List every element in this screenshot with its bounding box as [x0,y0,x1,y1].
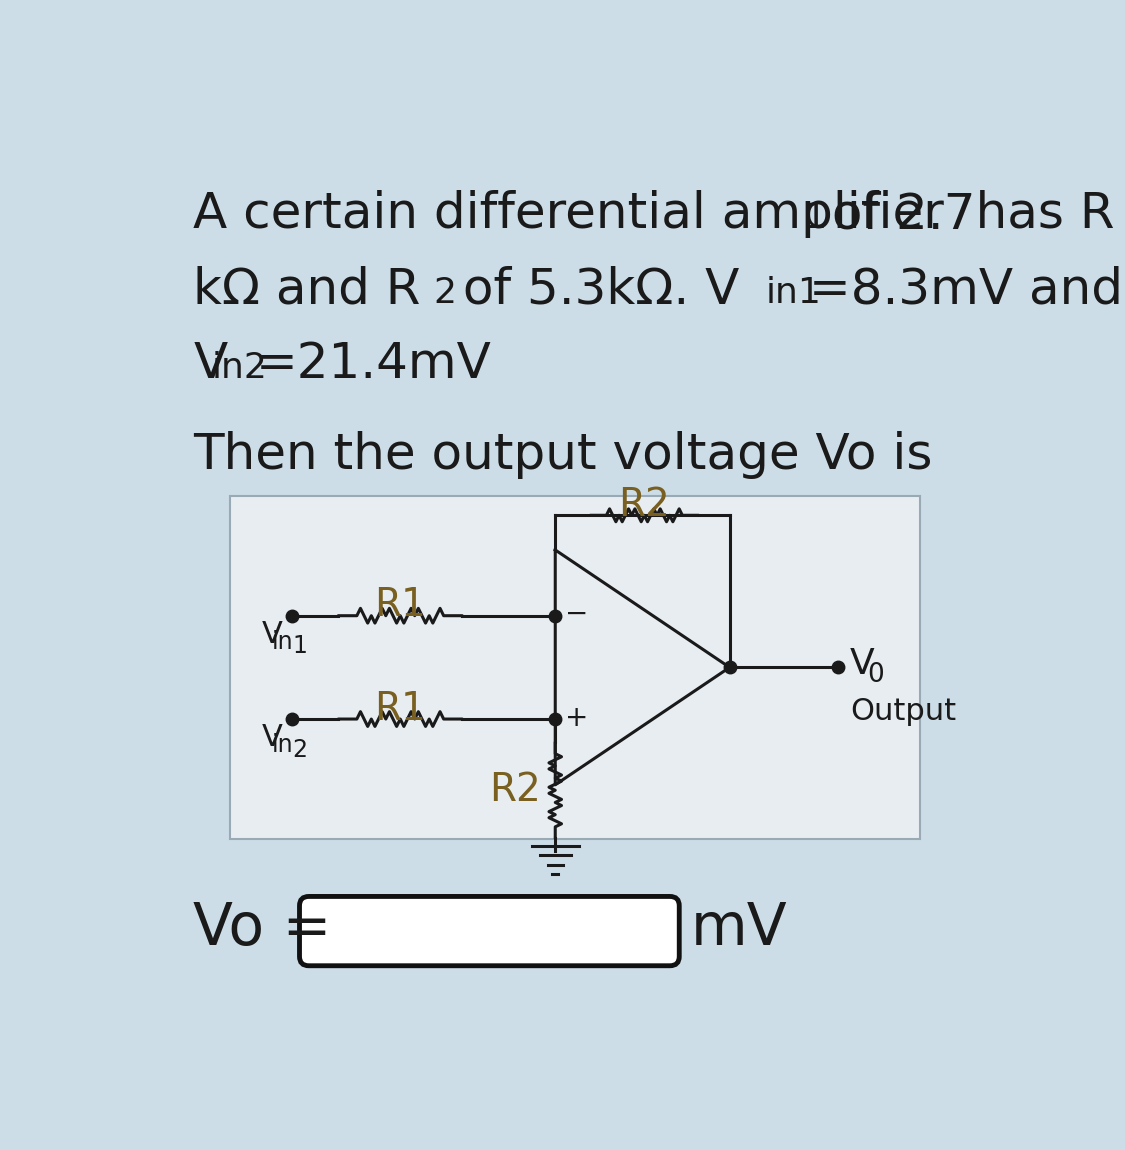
Text: in: in [271,629,294,653]
Text: V: V [849,646,874,681]
Text: Then the output voltage Vo is: Then the output voltage Vo is [193,430,933,478]
Text: 2: 2 [292,737,307,761]
Text: =8.3mV and: =8.3mV and [809,264,1123,313]
Text: +: + [565,704,588,731]
FancyBboxPatch shape [299,897,680,966]
Text: in2: in2 [212,351,267,384]
Text: of 5.3kΩ. V: of 5.3kΩ. V [447,264,739,313]
Text: R2: R2 [489,772,541,810]
Text: mV: mV [691,900,788,957]
Text: 1: 1 [292,634,307,658]
Text: Output: Output [849,697,956,726]
Text: V: V [262,620,282,649]
Text: A certain differential amplifier  has R: A certain differential amplifier has R [193,191,1115,238]
Text: R2: R2 [619,486,670,524]
Text: 2: 2 [433,276,457,309]
Text: =21.4mV: =21.4mV [255,339,492,388]
Text: 1: 1 [804,201,827,235]
Text: 0: 0 [867,662,884,688]
Text: V: V [262,723,282,752]
Text: R1: R1 [375,586,426,624]
Text: R1: R1 [375,690,426,728]
Text: Vo =: Vo = [193,900,332,957]
Text: in1: in1 [766,276,822,309]
Text: V: V [193,339,227,388]
Text: of 2.7: of 2.7 [817,191,975,238]
FancyBboxPatch shape [229,496,919,838]
Text: −: − [565,600,587,628]
Text: in: in [271,733,294,757]
Text: kΩ and R: kΩ and R [193,264,421,313]
